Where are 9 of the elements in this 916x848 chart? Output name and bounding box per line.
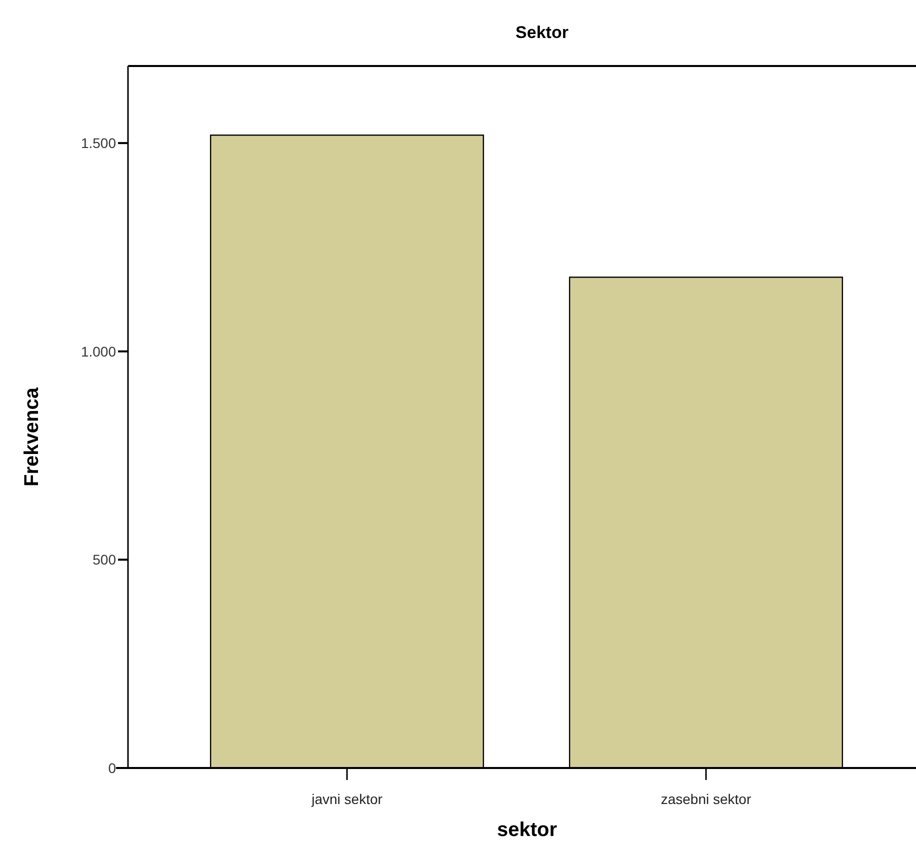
y-tick-label: 1.500 bbox=[80, 134, 116, 151]
y-axis-title: Frekvenca bbox=[21, 386, 43, 486]
x-axis-title: sektor bbox=[496, 819, 558, 841]
y-tick-label: 0 bbox=[108, 760, 116, 776]
chart-title: Sektor bbox=[516, 23, 569, 42]
x-tick-label: javni sektor bbox=[310, 791, 383, 807]
x-tick-label: zasebni sektor bbox=[660, 791, 752, 807]
y-tick-label: 500 bbox=[92, 552, 116, 568]
y-tick-label: 1.000 bbox=[80, 343, 116, 360]
